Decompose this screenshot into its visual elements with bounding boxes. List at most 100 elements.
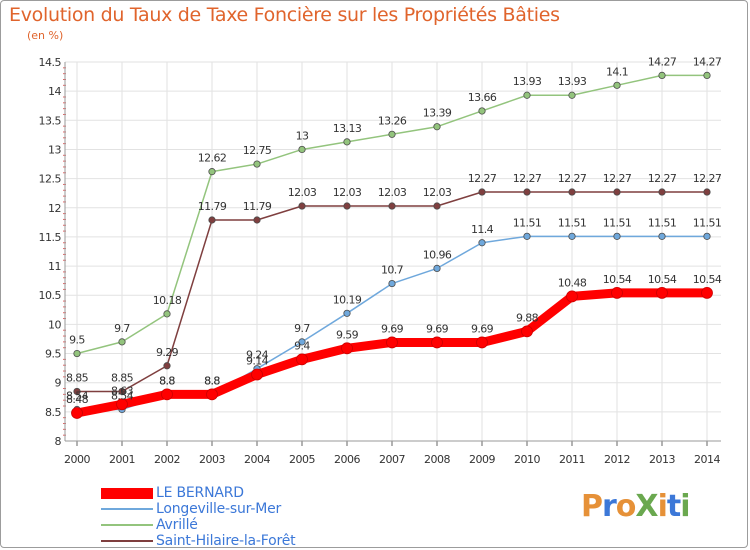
data-label-le-bernard: 9.69 — [471, 322, 494, 335]
data-label-longeville-sur-mer: 10.19 — [333, 293, 362, 306]
data-label-avrille: 14.27 — [693, 55, 722, 68]
logo-letter: i — [680, 489, 690, 524]
data-point-le-bernard — [251, 368, 263, 381]
legend-label: Avrillé — [156, 517, 198, 533]
chart-title: Evolution du Taux de Taxe Foncière sur l… — [9, 4, 560, 26]
y-tick-label: 11.5 — [39, 231, 62, 244]
data-point-avrille — [658, 71, 666, 80]
x-tick-label: 2000 — [64, 453, 90, 466]
y-tick-label: 14.5 — [39, 56, 62, 69]
data-point-saint-hilaire-la-foret — [613, 188, 621, 196]
plot-area — [65, 62, 721, 441]
data-label-longeville-sur-mer: 11.51 — [693, 216, 722, 229]
x-tick-label: 2007 — [379, 453, 405, 466]
data-label-saint-hilaire-la-foret: 11.79 — [243, 200, 272, 213]
data-point-longeville-sur-mer — [343, 309, 351, 317]
data-point-longeville-sur-mer — [388, 279, 396, 288]
data-point-avrille — [523, 91, 531, 99]
data-label-le-bernard: 8.8 — [204, 374, 220, 387]
x-tick-label: 2005 — [289, 453, 315, 466]
y-tick-label: 10.5 — [39, 289, 62, 302]
data-point-longeville-sur-mer — [703, 232, 711, 240]
legend-swatch — [101, 508, 153, 510]
data-point-saint-hilaire-la-foret — [703, 188, 711, 196]
data-label-saint-hilaire-la-foret: 12.27 — [468, 172, 497, 185]
x-tick-label: 2010 — [514, 453, 540, 466]
data-label-le-bernard: 8.63 — [111, 384, 134, 397]
y-tick-label: 11 — [48, 260, 61, 273]
data-label-avrille: 9.7 — [114, 322, 130, 335]
data-point-avrille — [73, 349, 81, 358]
data-point-le-bernard — [521, 325, 533, 338]
data-point-avrille — [478, 107, 486, 115]
data-point-le-bernard — [386, 336, 398, 349]
data-label-le-bernard: 10.48 — [558, 276, 587, 289]
data-label-saint-hilaire-la-foret: 9.29 — [156, 346, 179, 359]
data-point-saint-hilaire-la-foret — [73, 387, 81, 396]
data-label-longeville-sur-mer: 11.51 — [603, 216, 632, 229]
data-point-le-bernard — [431, 336, 443, 349]
data-label-le-bernard: 10.54 — [693, 273, 722, 286]
proxiti-logo: ProXiti — [581, 489, 691, 524]
x-tick-label: 2001 — [109, 453, 135, 466]
legend-item-longeville-sur-mer: Longeville-sur-Mer — [101, 501, 281, 517]
data-point-avrille — [298, 145, 306, 154]
data-label-longeville-sur-mer: 9.24 — [246, 349, 269, 362]
y-tick-label: 9.5 — [45, 348, 61, 361]
data-label-longeville-sur-mer: 11.51 — [648, 216, 677, 229]
data-point-le-bernard — [656, 286, 668, 299]
data-label-avrille: 13.39 — [423, 107, 452, 120]
legend-item-saint-hilaire-la-foret: Saint-Hilaire-la-Forêt — [101, 533, 296, 549]
data-label-saint-hilaire-la-foret: 12.03 — [423, 186, 452, 199]
data-point-saint-hilaire-la-foret — [658, 188, 666, 196]
data-point-saint-hilaire-la-foret — [478, 188, 486, 196]
legend-swatch — [101, 524, 153, 526]
x-tick-label: 2012 — [604, 453, 630, 466]
data-label-saint-hilaire-la-foret: 12.27 — [558, 172, 587, 185]
data-point-avrille — [253, 160, 261, 168]
data-label-longeville-sur-mer: 11.51 — [513, 216, 542, 229]
data-label-avrille: 13.66 — [468, 91, 497, 104]
legend-label: LE BERNARD — [156, 485, 244, 501]
data-label-avrille: 13.26 — [378, 114, 407, 127]
data-point-le-bernard — [161, 388, 173, 401]
data-label-longeville-sur-mer: 9.7 — [294, 322, 310, 335]
x-tick-label: 2003 — [199, 453, 225, 466]
data-label-le-bernard: 9.88 — [516, 311, 539, 324]
data-point-saint-hilaire-la-foret — [388, 202, 396, 210]
logo-letter: t — [666, 489, 681, 524]
data-point-saint-hilaire-la-foret — [298, 202, 306, 210]
data-point-le-bernard — [71, 407, 83, 419]
legend-swatch — [101, 487, 153, 499]
legend-item-le-bernard: LE BERNARD — [101, 485, 244, 501]
data-label-avrille: 12.75 — [243, 144, 272, 157]
data-point-le-bernard — [296, 353, 308, 366]
data-label-avrille: 12.62 — [198, 152, 227, 165]
legend-swatch — [101, 540, 153, 542]
data-point-avrille — [343, 138, 351, 146]
data-label-saint-hilaire-la-foret: 12.27 — [648, 172, 677, 185]
data-label-saint-hilaire-la-foret: 12.03 — [288, 186, 317, 199]
data-point-longeville-sur-mer — [523, 232, 531, 240]
data-label-avrille: 13 — [296, 129, 309, 142]
legend-label: Saint-Hilaire-la-Forêt — [156, 533, 296, 549]
data-label-avrille: 13.93 — [513, 75, 542, 88]
x-tick-label: 2009 — [469, 453, 495, 466]
data-label-avrille: 10.18 — [153, 294, 182, 307]
data-point-saint-hilaire-la-foret — [118, 387, 126, 396]
logo-letter: r — [602, 489, 617, 524]
data-point-saint-hilaire-la-foret — [208, 216, 216, 224]
data-point-le-bernard — [341, 342, 353, 355]
data-point-saint-hilaire-la-foret — [523, 188, 531, 196]
data-point-avrille — [433, 123, 441, 131]
data-point-le-bernard — [701, 286, 713, 299]
x-tick-label: 2002 — [154, 453, 180, 466]
y-tick-label: 14 — [48, 85, 61, 98]
data-point-avrille — [118, 338, 126, 346]
y-tick-label: 10 — [48, 318, 61, 331]
data-label-saint-hilaire-la-foret: 12.27 — [513, 172, 542, 185]
data-label-longeville-sur-mer: 8.54 — [111, 390, 134, 403]
data-label-saint-hilaire-la-foret: 12.27 — [603, 172, 632, 185]
